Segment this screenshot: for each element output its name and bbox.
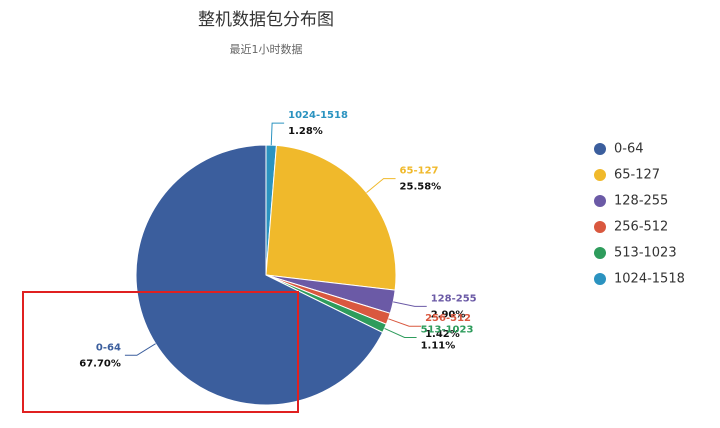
- legend-label: 513-1023: [614, 246, 677, 261]
- slice-label: 65-127: [400, 166, 439, 177]
- legend-marker: [594, 195, 606, 207]
- legend-marker: [594, 221, 606, 233]
- legend-label: 256-512: [614, 220, 668, 235]
- legend-label: 128-255: [614, 194, 668, 209]
- legend-marker: [594, 273, 606, 285]
- legend-marker: [594, 143, 606, 155]
- slice-value-label: 1.11%: [421, 340, 456, 351]
- slice-value-label: 67.70%: [79, 358, 121, 369]
- slice-value-label: 25.58%: [400, 182, 442, 193]
- slice-value-label: 2.90%: [431, 309, 466, 320]
- slice-label: 513-1023: [421, 324, 474, 335]
- slice-label: 128-255: [431, 293, 477, 304]
- leader-line: [366, 178, 396, 193]
- legend-label: 65-127: [614, 168, 660, 183]
- chart-subtitle: 最近1小时数据: [230, 42, 303, 56]
- slice-label: 256-512: [425, 313, 471, 324]
- slice-label: 1024-1518: [288, 110, 348, 121]
- leader-line: [384, 327, 417, 338]
- leader-line: [270, 122, 285, 146]
- leader-line: [124, 343, 156, 356]
- chart-title: 整机数据包分布图: [198, 10, 334, 30]
- leader-line: [388, 318, 422, 327]
- highlight-box: [22, 291, 299, 413]
- leader-line: [393, 301, 427, 307]
- pie-slice: [265, 144, 397, 291]
- slice-label: 0-64: [96, 342, 121, 353]
- legend-marker: [594, 169, 606, 181]
- pie-slice: [135, 144, 384, 406]
- legend-label: 1024-1518: [614, 272, 685, 287]
- legend-marker: [594, 247, 606, 259]
- slice-value-label: 1.28%: [288, 126, 323, 137]
- slice-value-label: 1.42%: [425, 329, 460, 340]
- legend-label: 0-64: [614, 142, 644, 157]
